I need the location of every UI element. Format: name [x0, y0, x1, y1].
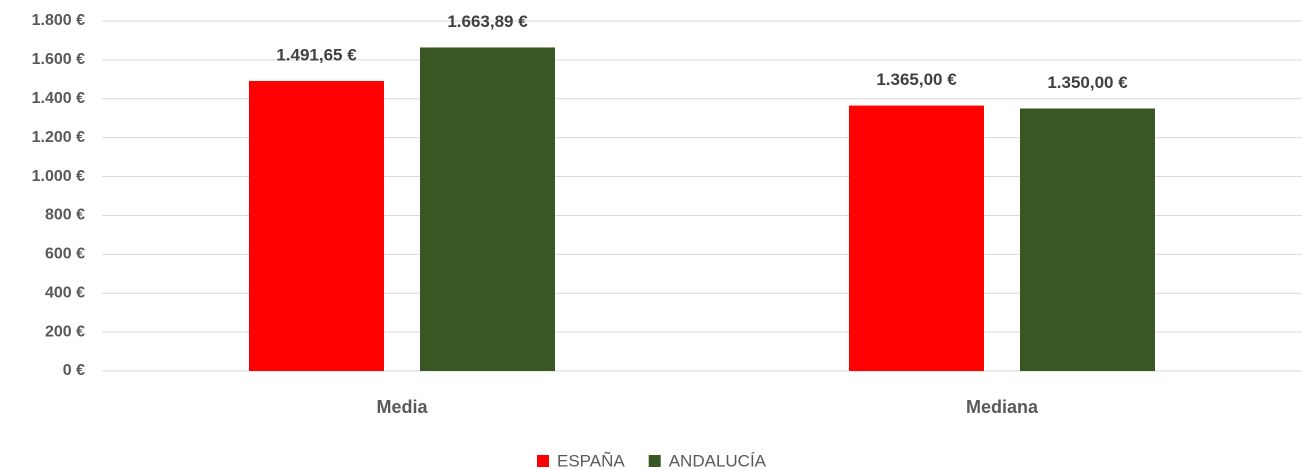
y-tick-label: 1.000 €: [32, 168, 85, 185]
legend-swatch: [648, 455, 661, 467]
bar: [849, 105, 984, 371]
value-label: 1.365,00 €: [876, 70, 957, 89]
y-tick-label: 0 €: [63, 362, 85, 379]
x-tick-label: Mediana: [966, 397, 1039, 417]
x-tick-label: Media: [376, 397, 428, 417]
legend-swatch: [537, 455, 549, 467]
y-tick-label: 1.800 €: [32, 12, 85, 29]
y-tick-label: 400 €: [45, 284, 85, 301]
y-tick-label: 1.600 €: [32, 51, 85, 68]
bar: [420, 47, 555, 372]
value-label: 1.663,89 €: [447, 12, 528, 31]
value-label: 1.350,00 €: [1047, 73, 1128, 92]
y-tick-label: 1.200 €: [32, 129, 85, 146]
y-tick-label: 1.400 €: [32, 90, 85, 107]
y-tick-label: 200 €: [45, 323, 85, 340]
legend-label: ANDALUCÍA: [669, 451, 767, 470]
legend-label: ESPAÑA: [557, 451, 625, 470]
bar: [1020, 108, 1155, 371]
value-label: 1.491,65 €: [276, 45, 357, 64]
bar: [249, 80, 384, 372]
y-tick-label: 600 €: [45, 246, 85, 263]
y-tick-label: 800 €: [45, 207, 85, 224]
